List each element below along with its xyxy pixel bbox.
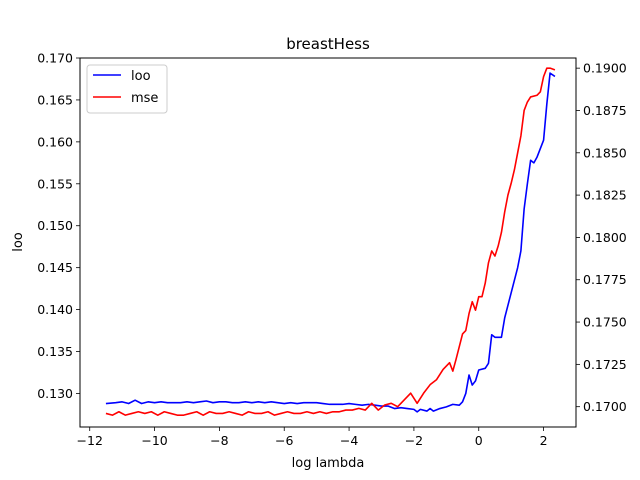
- left-tick-label: 0.140: [37, 302, 73, 317]
- legend-label-mse: mse: [131, 91, 158, 106]
- legend: loo mse: [86, 64, 168, 114]
- x-tick-label: 0: [475, 433, 483, 448]
- legend-box: [86, 64, 168, 114]
- x-axis-title: log lambda: [292, 456, 365, 471]
- series-layer: [105, 67, 556, 416]
- x-tick-label: 2: [540, 433, 548, 448]
- x-axis: −12 −10 −8 −6 −4 −2 0 2: [77, 427, 548, 448]
- left-tick-label: 0.145: [37, 260, 73, 275]
- chart-title: breastHess: [286, 35, 370, 53]
- x-tick-label: −8: [210, 433, 228, 448]
- x-tick-label: −12: [77, 433, 103, 448]
- left-tick-label: 0.160: [37, 134, 73, 149]
- x-tick-label: −4: [340, 433, 358, 448]
- right-tick-label: 0.1800: [583, 230, 627, 245]
- left-tick-label: 0.135: [37, 344, 73, 359]
- right-tick-label: 0.1900: [583, 61, 627, 76]
- x-tick-label: −2: [405, 433, 423, 448]
- right-tick-label: 0.1850: [583, 145, 627, 160]
- x-tick-label: −10: [141, 433, 167, 448]
- series-line-mse: [105, 67, 556, 416]
- legend-label-loo: loo: [131, 69, 151, 84]
- left-tick-label: 0.150: [37, 218, 73, 233]
- left-tick-label: 0.165: [37, 92, 73, 107]
- plot-frame: [79, 57, 577, 428]
- y-axis-title: loo: [11, 232, 26, 252]
- right-y-axis: 0.1700 0.1725 0.1750 0.1775 0.1800 0.1825 0.18…: [576, 61, 627, 414]
- right-tick-label: 0.1775: [583, 272, 627, 287]
- x-tick-label: −6: [275, 433, 293, 448]
- series-line-loo: [105, 72, 556, 413]
- right-tick-label: 0.1825: [583, 188, 627, 203]
- left-tick-label: 0.155: [37, 176, 73, 191]
- left-tick-label: 0.130: [37, 386, 73, 401]
- left-tick-label: 0.170: [37, 51, 73, 66]
- left-y-axis: 0.130 0.135 0.140 0.145 0.150 0.155 0.160 0.165…: [37, 51, 80, 401]
- right-tick-label: 0.1725: [583, 357, 627, 372]
- right-tick-label: 0.1875: [583, 103, 627, 118]
- right-tick-label: 0.1700: [583, 399, 627, 414]
- right-tick-label: 0.1750: [583, 315, 627, 330]
